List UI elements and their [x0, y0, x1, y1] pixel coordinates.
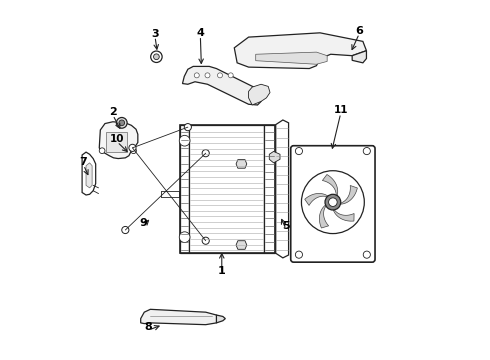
Text: 8: 8 [145, 322, 152, 332]
Bar [180, 125, 189, 253]
Polygon shape [236, 241, 247, 249]
Polygon shape [86, 163, 92, 188]
Bar [180, 125, 275, 253]
Polygon shape [276, 120, 289, 258]
Circle shape [151, 51, 162, 63]
Polygon shape [352, 51, 367, 63]
Bar [264, 125, 275, 253]
Polygon shape [234, 33, 367, 68]
Circle shape [117, 117, 127, 128]
Circle shape [122, 226, 129, 234]
Text: 3: 3 [151, 28, 159, 39]
Polygon shape [319, 204, 329, 228]
Circle shape [179, 232, 190, 243]
Polygon shape [141, 309, 220, 325]
Polygon shape [333, 208, 354, 221]
Text: 7: 7 [80, 157, 87, 167]
Polygon shape [305, 193, 329, 206]
Bar [106, 132, 127, 152]
Polygon shape [322, 175, 338, 197]
Text: 4: 4 [196, 28, 204, 38]
Circle shape [295, 251, 302, 258]
Text: 10: 10 [110, 134, 124, 144]
Polygon shape [99, 122, 138, 158]
Text: 1: 1 [218, 266, 226, 276]
Circle shape [99, 148, 105, 154]
Circle shape [179, 135, 190, 146]
Text: 9: 9 [139, 218, 147, 228]
Circle shape [194, 73, 199, 78]
Circle shape [363, 148, 370, 155]
Polygon shape [270, 152, 280, 163]
Circle shape [363, 251, 370, 258]
Text: 5: 5 [282, 221, 290, 231]
Circle shape [119, 120, 124, 126]
Polygon shape [256, 52, 327, 64]
Text: 2: 2 [109, 107, 117, 117]
FancyBboxPatch shape [291, 146, 375, 262]
Text: 6: 6 [355, 26, 363, 36]
Bar [189, 125, 264, 253]
Circle shape [329, 198, 337, 206]
Circle shape [295, 148, 302, 155]
Circle shape [218, 73, 222, 78]
Polygon shape [248, 84, 270, 105]
Circle shape [131, 148, 136, 154]
Polygon shape [217, 315, 225, 323]
Circle shape [202, 237, 209, 244]
Circle shape [301, 171, 364, 234]
Polygon shape [236, 159, 247, 168]
Circle shape [153, 54, 159, 60]
Text: 11: 11 [334, 105, 348, 115]
Circle shape [129, 144, 136, 152]
Circle shape [184, 123, 192, 131]
Circle shape [205, 73, 210, 78]
Circle shape [202, 150, 209, 157]
Polygon shape [82, 152, 96, 195]
Polygon shape [339, 185, 357, 204]
Circle shape [228, 73, 233, 78]
Circle shape [325, 194, 341, 210]
Polygon shape [182, 66, 261, 105]
